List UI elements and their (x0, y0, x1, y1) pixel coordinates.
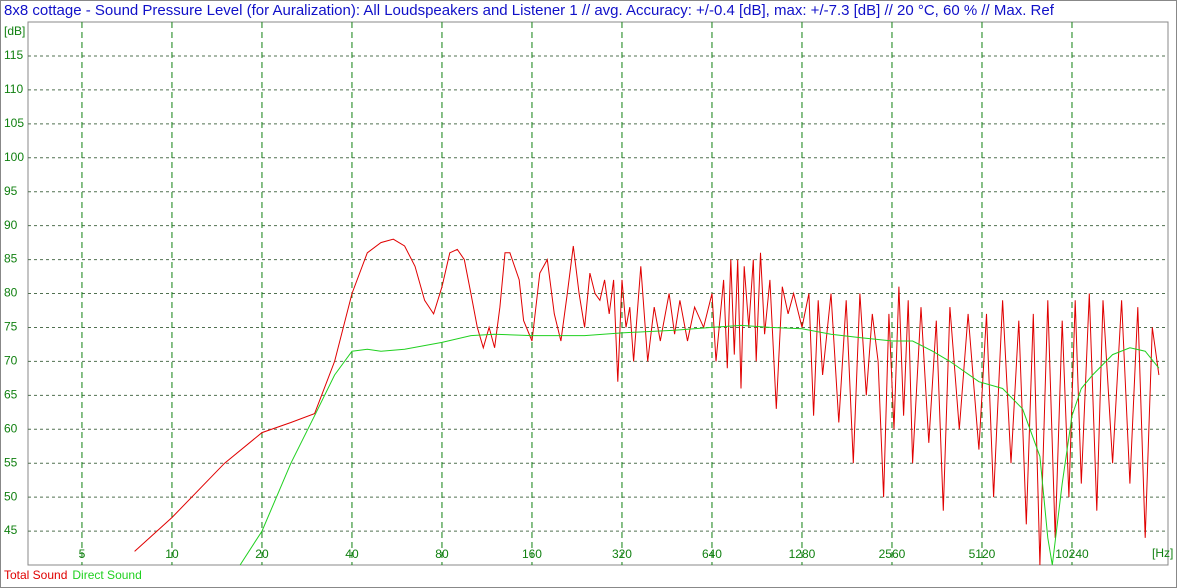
legend-entry: Total Sound (4, 568, 67, 582)
series-line (239, 324, 1160, 565)
x-tick-label: 40 (345, 547, 359, 561)
x-tick-label: 1280 (789, 547, 816, 561)
y-tick-label: 90 (4, 218, 18, 232)
y-tick-label: 60 (4, 421, 18, 435)
x-tick-label: 160 (522, 547, 542, 561)
x-axis-label: [Hz] (1152, 546, 1173, 560)
series-line (134, 238, 1160, 565)
y-tick-label: 110 (4, 82, 23, 96)
y-tick-label: 70 (4, 354, 18, 368)
y-tick-label: 65 (4, 387, 18, 401)
x-tick-label: 80 (435, 547, 449, 561)
x-tick-label: 5120 (969, 547, 996, 561)
x-tick-label: 10240 (1055, 547, 1089, 561)
y-tick-label: 105 (4, 116, 24, 130)
y-tick-label: 50 (4, 489, 18, 503)
chart-title: 8x8 cottage - Sound Pressure Level (for … (4, 2, 1055, 19)
y-tick-label: 100 (4, 150, 24, 164)
y-axis-label: [dB] (4, 24, 25, 38)
y-tick-label: 45 (4, 523, 18, 537)
legend-entry: Direct Sound (72, 568, 141, 582)
y-tick-label: 95 (4, 184, 18, 198)
x-tick-label: 20 (255, 547, 269, 561)
y-tick-label: 85 (4, 252, 18, 266)
x-tick-label: 320 (612, 547, 632, 561)
x-tick-label: 5 (79, 547, 86, 561)
y-tick-label: 115 (4, 48, 23, 62)
x-tick-label: 10 (165, 547, 179, 561)
x-tick-label: 2560 (879, 547, 906, 561)
y-tick-label: 75 (4, 320, 18, 334)
x-tick-label: 640 (702, 547, 722, 561)
y-tick-label: 55 (4, 455, 18, 469)
y-tick-label: 80 (4, 286, 18, 300)
